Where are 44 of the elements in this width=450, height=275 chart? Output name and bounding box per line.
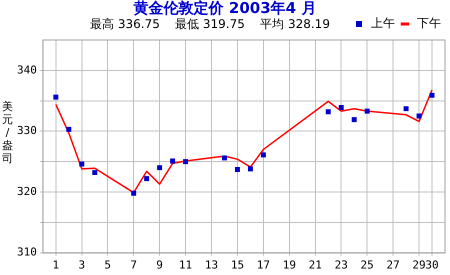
x-tick-label: 9 xyxy=(156,258,163,272)
x-tick-label: 17 xyxy=(256,258,270,272)
x-tick-label: 23 xyxy=(334,258,348,272)
point xyxy=(234,167,240,172)
point xyxy=(404,106,409,112)
point xyxy=(170,158,176,164)
chart-title: 黄金伦敦定价 2003年4 月 xyxy=(132,0,318,17)
x-tick-label: 29 xyxy=(412,258,426,272)
point xyxy=(183,159,188,164)
point xyxy=(92,170,98,176)
point xyxy=(416,114,422,118)
point xyxy=(430,92,435,98)
chart-subtitle: 最高 336.75 最低 319.75 平均 328.19 xyxy=(89,17,331,31)
x-tick-label: 3 xyxy=(78,258,86,272)
x-tick-label: 5 xyxy=(104,258,112,272)
point xyxy=(352,117,357,122)
point xyxy=(53,94,58,100)
y-tick-label: 320 xyxy=(16,184,37,198)
x-tick-label: 15 xyxy=(230,258,244,272)
x-tick-label: 25 xyxy=(360,258,374,272)
x-tick-label: 13 xyxy=(204,258,218,272)
x-tick-label: 19 xyxy=(282,258,296,272)
y-tick-label: 330 xyxy=(16,124,37,138)
legend-label: 下午 xyxy=(417,16,441,30)
x-tick-label: 30 xyxy=(425,258,439,272)
point xyxy=(338,105,344,110)
point xyxy=(157,165,162,170)
point xyxy=(144,176,150,182)
x-tick-label: 7 xyxy=(130,258,137,272)
point xyxy=(131,190,136,196)
point xyxy=(79,162,84,167)
x-tick-label: 21 xyxy=(308,258,322,272)
point xyxy=(260,152,266,158)
point xyxy=(66,126,72,132)
x-tick-label: 1 xyxy=(52,258,60,272)
point xyxy=(248,166,253,172)
y-tick-label: 340 xyxy=(16,63,37,76)
x-tick-label: 11 xyxy=(178,258,192,272)
point xyxy=(222,155,227,160)
point xyxy=(364,108,370,114)
y-axis-title: 美元/盎司 xyxy=(1,100,14,165)
x-tick-label: 27 xyxy=(386,258,400,272)
legend-label: 上午 xyxy=(371,16,395,30)
y-tick-label: 310 xyxy=(16,246,37,259)
